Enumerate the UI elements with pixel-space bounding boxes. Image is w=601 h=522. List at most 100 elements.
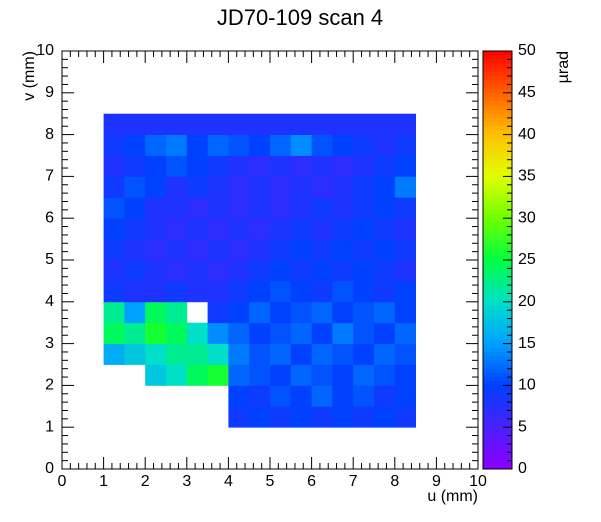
colorbar-segment	[483, 314, 512, 320]
colorbar-segment	[483, 347, 512, 353]
heatmap-cell	[353, 176, 375, 198]
chart-title: JD70-109 scan 4	[217, 5, 383, 30]
colorbar-segment	[483, 122, 512, 127]
colorbar-segment	[483, 71, 512, 77]
heatmap-cell	[353, 260, 375, 282]
colorbar-segment	[483, 126, 512, 131]
colorbar-segment	[483, 239, 512, 244]
colorbar-segment	[483, 180, 512, 186]
heatmap-cell	[207, 364, 229, 386]
y-tick-label: 9	[45, 84, 54, 101]
heatmap-cell	[332, 197, 354, 219]
heatmap-cell	[166, 239, 188, 261]
heatmap-cell	[186, 218, 208, 240]
heatmap-cell	[103, 197, 125, 219]
heatmap-cell	[353, 239, 375, 261]
colorbar-segment	[483, 343, 512, 349]
heatmap-cell	[353, 343, 375, 365]
heatmap-cell	[353, 197, 375, 219]
heatmap-cell	[394, 176, 416, 198]
heatmap-cell	[145, 113, 167, 135]
heatmap-cell	[270, 176, 292, 198]
heatmap-cell	[394, 301, 416, 324]
y-tick-label: 2	[45, 377, 54, 394]
x-tick-label: 10	[469, 473, 487, 490]
colorbar-segment	[483, 335, 512, 340]
heatmap-cell	[353, 385, 375, 407]
heatmap-cell	[311, 343, 333, 365]
colorbar-segment	[483, 377, 512, 382]
colorbar-segment	[483, 172, 512, 177]
heatmap-cell	[228, 197, 250, 219]
heatmap-cell	[394, 385, 416, 407]
heatmap-cell	[228, 113, 250, 135]
heatmap-cell	[290, 343, 312, 365]
heatmap-cell	[103, 260, 125, 282]
colorbar-segment	[483, 381, 512, 386]
heatmap-cell	[270, 364, 292, 386]
heatmap-cell	[394, 280, 416, 303]
heatmap-cell	[249, 155, 271, 177]
heatmap-cell	[374, 176, 396, 198]
heatmap-cell	[290, 197, 312, 219]
heatmap-cell	[374, 155, 396, 177]
x-tick-label: 4	[224, 473, 233, 490]
heatmap-cell	[311, 155, 333, 177]
heatmap-cell	[186, 260, 208, 282]
heatmap-cell	[374, 134, 396, 156]
colorbar-segment	[483, 293, 512, 299]
colorbar-segment	[483, 339, 512, 345]
colorbar-segment	[483, 364, 512, 370]
heatmap-cell	[311, 280, 333, 303]
heatmap-cell	[145, 239, 167, 261]
colorbar-segment	[483, 251, 512, 257]
heatmap-cell	[166, 197, 188, 219]
x-tick-label: 9	[432, 473, 441, 490]
heatmap-cell	[166, 364, 188, 386]
colorbar-segment	[483, 331, 512, 336]
y-tick-label: 6	[45, 209, 54, 226]
heatmap-cell	[228, 406, 250, 428]
colorbar-segment	[483, 138, 512, 144]
colorbar-segment	[483, 226, 512, 232]
heatmap-cell	[290, 155, 312, 177]
heatmap-cell	[270, 322, 292, 344]
heatmap-cell	[166, 218, 188, 240]
colorbar-segment	[483, 96, 512, 102]
heatmap-cell	[103, 134, 125, 156]
heatmap-cell	[249, 176, 271, 198]
y-tick-label: 1	[45, 418, 54, 435]
heatmap-cell	[374, 322, 396, 344]
heatmap-cell	[290, 322, 312, 344]
heatmap-cell	[270, 385, 292, 407]
colorbar-segment	[483, 176, 512, 182]
colorbar-segment	[483, 201, 512, 207]
colorbar-segment	[483, 276, 512, 282]
heatmap-cell	[353, 280, 375, 303]
heatmap-cell	[332, 343, 354, 365]
colorbar-segment	[483, 142, 512, 148]
z-tick-label: 15	[518, 335, 536, 352]
heatmap-cell	[290, 406, 312, 428]
colorbar-segment	[483, 67, 512, 73]
heatmap-cell	[290, 218, 312, 240]
colorbar-segment	[483, 414, 512, 420]
z-tick-label: 20	[518, 293, 536, 310]
heatmap-cell	[290, 113, 312, 135]
z-tick-label: 40	[518, 126, 536, 143]
heatmap-cell	[332, 364, 354, 386]
heatmap-cell	[332, 322, 354, 344]
heatmap-cell	[186, 280, 208, 303]
heatmap-cell	[332, 176, 354, 198]
heatmap-cell	[103, 280, 125, 303]
z-tick-label: 10	[518, 377, 536, 394]
colorbar-segment	[483, 301, 512, 307]
colorbar-segment	[483, 76, 512, 81]
heatmap-cell	[207, 322, 229, 344]
colorbar-segment	[483, 234, 512, 240]
colorbar-segment	[483, 168, 512, 173]
z-tick-label: 30	[518, 209, 536, 226]
y-tick-label: 8	[45, 126, 54, 143]
colorbar-segment	[483, 59, 512, 65]
heatmap-cell	[207, 218, 229, 240]
